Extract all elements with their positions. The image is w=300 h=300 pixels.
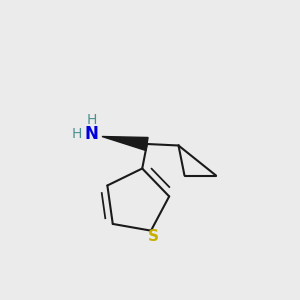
Text: H: H xyxy=(86,113,97,127)
Text: H: H xyxy=(71,127,82,141)
Polygon shape xyxy=(102,136,148,151)
Text: N: N xyxy=(85,125,98,143)
Text: S: S xyxy=(148,229,159,244)
